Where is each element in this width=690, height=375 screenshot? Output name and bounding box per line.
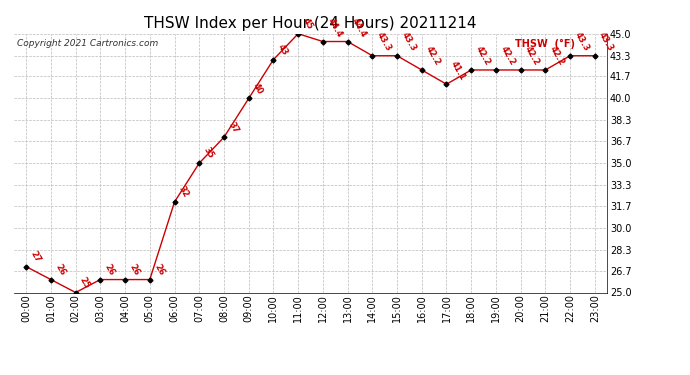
Text: Copyright 2021 Cartronics.com: Copyright 2021 Cartronics.com xyxy=(17,39,158,48)
Text: THSW  (°F): THSW (°F) xyxy=(515,39,575,49)
Text: 41.1: 41.1 xyxy=(449,59,467,82)
Text: 40: 40 xyxy=(251,81,265,96)
Text: 42.2: 42.2 xyxy=(424,45,442,68)
Text: 26: 26 xyxy=(152,262,166,277)
Text: 26: 26 xyxy=(53,262,67,277)
Text: 43.3: 43.3 xyxy=(375,31,393,53)
Text: 43.3: 43.3 xyxy=(598,31,615,53)
Text: 26: 26 xyxy=(103,262,117,277)
Text: 32: 32 xyxy=(177,185,190,200)
Text: 44.4: 44.4 xyxy=(350,16,368,39)
Text: 44.4: 44.4 xyxy=(326,16,344,39)
Text: 43.3: 43.3 xyxy=(573,31,591,53)
Text: 25: 25 xyxy=(78,275,92,290)
Text: 42.2: 42.2 xyxy=(548,45,566,68)
Text: 43.3: 43.3 xyxy=(400,31,417,53)
Text: 45: 45 xyxy=(301,16,314,31)
Text: 37: 37 xyxy=(226,120,240,135)
Text: 27: 27 xyxy=(29,249,42,264)
Title: THSW Index per Hour (24 Hours) 20211214: THSW Index per Hour (24 Hours) 20211214 xyxy=(144,16,477,31)
Text: 42.2: 42.2 xyxy=(523,45,542,68)
Text: 35: 35 xyxy=(201,146,215,160)
Text: 26: 26 xyxy=(128,262,141,277)
Text: 42.2: 42.2 xyxy=(474,45,492,68)
Text: 43: 43 xyxy=(276,42,290,57)
Text: 42.2: 42.2 xyxy=(498,45,517,68)
